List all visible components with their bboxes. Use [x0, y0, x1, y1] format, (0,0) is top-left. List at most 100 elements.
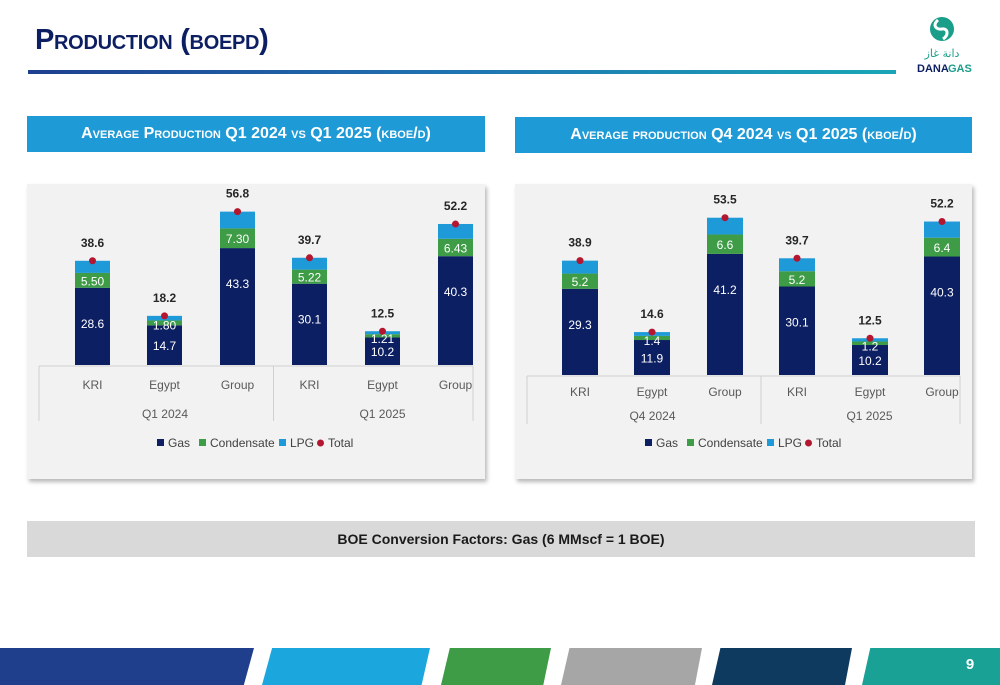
legend-label: Gas — [168, 436, 190, 450]
bar-gas — [634, 340, 670, 375]
data-label-gas: 43.3 — [226, 277, 250, 291]
bar-lpg — [562, 260, 598, 274]
bar-condensate — [292, 269, 327, 284]
data-label-condensate: 7.30 — [226, 232, 250, 246]
footer-band-2 — [262, 648, 430, 685]
data-label-total: 18.2 — [153, 291, 177, 305]
data-label-condensate: 6.4 — [934, 241, 951, 255]
bar-condensate — [147, 320, 182, 326]
logo-arabic-text: دانة غاز — [924, 47, 960, 60]
data-label-total: 12.5 — [371, 306, 395, 320]
x-tick-label: KRI — [787, 385, 807, 399]
bar-gas — [924, 256, 960, 375]
data-label-gas: 29.3 — [568, 318, 592, 332]
page-title: Production (boepd) — [35, 24, 269, 56]
bar-condensate — [707, 234, 743, 254]
footer-band-4 — [561, 648, 702, 685]
x-tick-label: Group — [439, 378, 473, 392]
data-label-gas: 28.6 — [81, 317, 105, 331]
bar-lpg — [292, 257, 327, 270]
bar-gas — [292, 283, 327, 365]
total-marker — [89, 257, 96, 265]
total-marker — [721, 214, 729, 222]
data-label-gas: 40.3 — [444, 285, 468, 299]
bar-gas — [852, 345, 888, 375]
total-marker — [938, 218, 946, 226]
data-label-total: 12.5 — [858, 313, 882, 327]
conversion-factor-note: BOE Conversion Factors: Gas (6 MMscf = 1… — [27, 521, 975, 557]
total-marker — [648, 328, 656, 336]
legend-swatch — [279, 439, 286, 446]
x-tick-label: Group — [925, 385, 959, 399]
total-marker — [161, 312, 168, 320]
bar-gas — [75, 287, 110, 365]
bar-lpg — [924, 221, 960, 238]
logo-name-part2: GAS — [948, 63, 972, 75]
legend-label: Gas — [656, 436, 678, 450]
legend-label: Condensate — [210, 436, 275, 450]
x-group-label: Q1 2024 — [142, 407, 188, 421]
data-label-gas: 30.1 — [785, 316, 809, 330]
legend-label: Condensate — [698, 436, 763, 450]
x-tick-label: Egypt — [149, 378, 180, 392]
total-marker — [576, 257, 584, 265]
footer-band-3 — [441, 648, 551, 685]
data-label-gas: 40.3 — [930, 286, 954, 300]
legend-swatch — [157, 439, 164, 446]
x-tick-label: Egypt — [367, 378, 398, 392]
total-marker — [793, 254, 801, 262]
data-label-total: 38.9 — [568, 236, 592, 250]
bar-condensate — [924, 237, 960, 257]
legend-swatch — [687, 439, 694, 446]
bar-lpg — [220, 211, 255, 229]
bar-lpg — [75, 260, 110, 273]
bar-condensate — [438, 238, 473, 257]
data-label-gas: 41.2 — [713, 283, 737, 297]
total-marker — [379, 327, 386, 335]
data-label-total: 39.7 — [298, 233, 322, 247]
data-label-total: 14.6 — [640, 307, 664, 321]
data-label-total: 39.7 — [785, 233, 809, 247]
data-label-gas: 10.2 — [371, 345, 395, 359]
total-marker — [452, 220, 459, 228]
data-label-condensate: 6.6 — [717, 238, 734, 252]
data-label-gas: 30.1 — [298, 313, 322, 327]
legend-marker-total — [805, 439, 812, 447]
bar-gas — [562, 288, 598, 375]
data-label-gas: 14.7 — [153, 339, 177, 353]
bar-condensate — [562, 273, 598, 289]
data-label-condensate: 1.80 — [153, 318, 177, 332]
bar-lpg — [779, 258, 815, 272]
data-label-gas: 11.9 — [641, 352, 664, 366]
dana-gas-logo: دانة غاز DANA GAS — [905, 8, 980, 78]
footer-band-6 — [862, 648, 1000, 685]
x-group-label: Q1 2025 — [359, 407, 405, 421]
x-tick-label: Egypt — [637, 385, 668, 399]
legend-label: Total — [816, 436, 841, 450]
data-label-condensate: 1.2 — [862, 339, 879, 353]
data-label-total: 52.2 — [930, 197, 954, 211]
x-tick-label: Group — [708, 385, 742, 399]
bar-gas — [438, 256, 473, 365]
chart1-panel: 28.6 5.50 38.6 KRI 14.7 1.80 18.2 Egypt 43.3 7.30… — [27, 184, 485, 479]
bar-condensate — [365, 334, 400, 338]
legend-swatch — [645, 439, 652, 446]
legend-marker-total — [317, 439, 324, 447]
legend-swatch — [199, 439, 206, 446]
data-label-gas: 10.2 — [858, 354, 882, 368]
bar-condensate — [634, 335, 670, 341]
x-group-label: Q1 2025 — [846, 409, 892, 423]
total-marker — [306, 254, 313, 262]
total-marker — [234, 208, 241, 216]
total-marker — [866, 334, 874, 342]
data-label-total: 38.6 — [81, 236, 105, 250]
data-label-condensate: 5.2 — [789, 273, 806, 287]
chart1-svg: 28.6 5.50 38.6 KRI 14.7 1.80 18.2 Egypt 43.3 7.30… — [38, 187, 474, 450]
bar-gas — [779, 286, 815, 375]
bar-condensate — [779, 271, 815, 287]
logo-name-part1: DANA — [917, 63, 949, 75]
bar-condensate — [75, 272, 110, 288]
title-underline — [28, 70, 896, 74]
footer-band-1 — [0, 648, 254, 685]
chart2-svg: 29.3 5.2 38.9 KRI 11.9 1.4 14.6 Egypt 41.2 6.6 53.… — [526, 193, 961, 450]
